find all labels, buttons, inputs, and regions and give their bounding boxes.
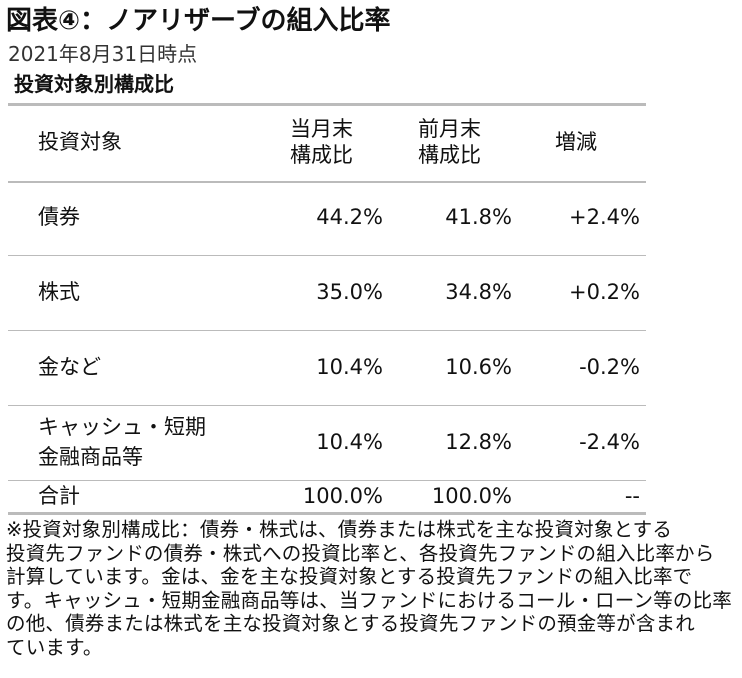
cell-value: 100.0% xyxy=(302,484,383,508)
row-label: キャッシュ・短期 xyxy=(38,415,206,439)
column-header: 構成比 xyxy=(290,143,353,167)
cell-value: -- xyxy=(624,484,640,508)
row-label: 株式 xyxy=(38,280,80,304)
cell-value: 44.2% xyxy=(316,205,383,229)
rule xyxy=(8,512,646,515)
section-title: 投資対象別構成比 xyxy=(14,72,174,96)
rule xyxy=(8,405,646,406)
subtitle: 2021年8月31日時点 xyxy=(8,42,198,66)
cell-value: 41.8% xyxy=(445,205,512,229)
rule xyxy=(8,330,646,331)
cell-value: +2.4% xyxy=(569,205,640,229)
cell-value: 35.0% xyxy=(316,280,383,304)
cell-value: -0.2% xyxy=(579,355,640,379)
rule xyxy=(8,181,646,183)
rule xyxy=(8,103,646,106)
cell-value: 34.8% xyxy=(445,280,512,304)
cell-value: 10.4% xyxy=(316,355,383,379)
footnote-line: す。キャッシュ・短期金融商品等は、当ファンドにおけるコール・ローン等の比率 xyxy=(6,588,732,612)
column-header: 当月末 xyxy=(290,117,353,141)
cell-value: 12.8% xyxy=(445,430,512,454)
footnote-line: 計算しています。金は、金を主な投資対象とする投資先ファンドの組入比率で xyxy=(6,565,693,588)
footnote-line: ※投資対象別構成比：債券・株式は、債券または株式を主な投資対象とする xyxy=(6,518,673,541)
cell-value: 100.0% xyxy=(431,484,512,508)
row-label: 合計 xyxy=(38,484,80,508)
column-header: 構成比 xyxy=(418,143,481,167)
column-header: 投資対象 xyxy=(38,130,122,154)
cell-value: +0.2% xyxy=(569,280,640,304)
row-label: 債券 xyxy=(38,205,80,229)
column-header: 増減 xyxy=(555,130,597,154)
rule xyxy=(8,480,646,481)
title: 図表④：ノアリザーブの組入比率 xyxy=(6,6,391,36)
rule xyxy=(8,255,646,256)
row-label: 金など xyxy=(38,355,101,379)
cell-value: 10.6% xyxy=(445,355,512,379)
footnote-line: ています。 xyxy=(6,635,103,659)
row-label: 金融商品等 xyxy=(38,445,143,469)
footnote-line: の他、債券または株式を主な投資対象とする投資先ファンドの預金等が含まれ xyxy=(6,612,695,635)
column-header: 前月末 xyxy=(418,117,481,141)
cell-value: -2.4% xyxy=(579,430,640,454)
footnote-line: 投資先ファンドの債券・株式への投資比率と、各投資先ファンドの組入比率から xyxy=(6,541,715,565)
cell-value: 10.4% xyxy=(316,430,383,454)
